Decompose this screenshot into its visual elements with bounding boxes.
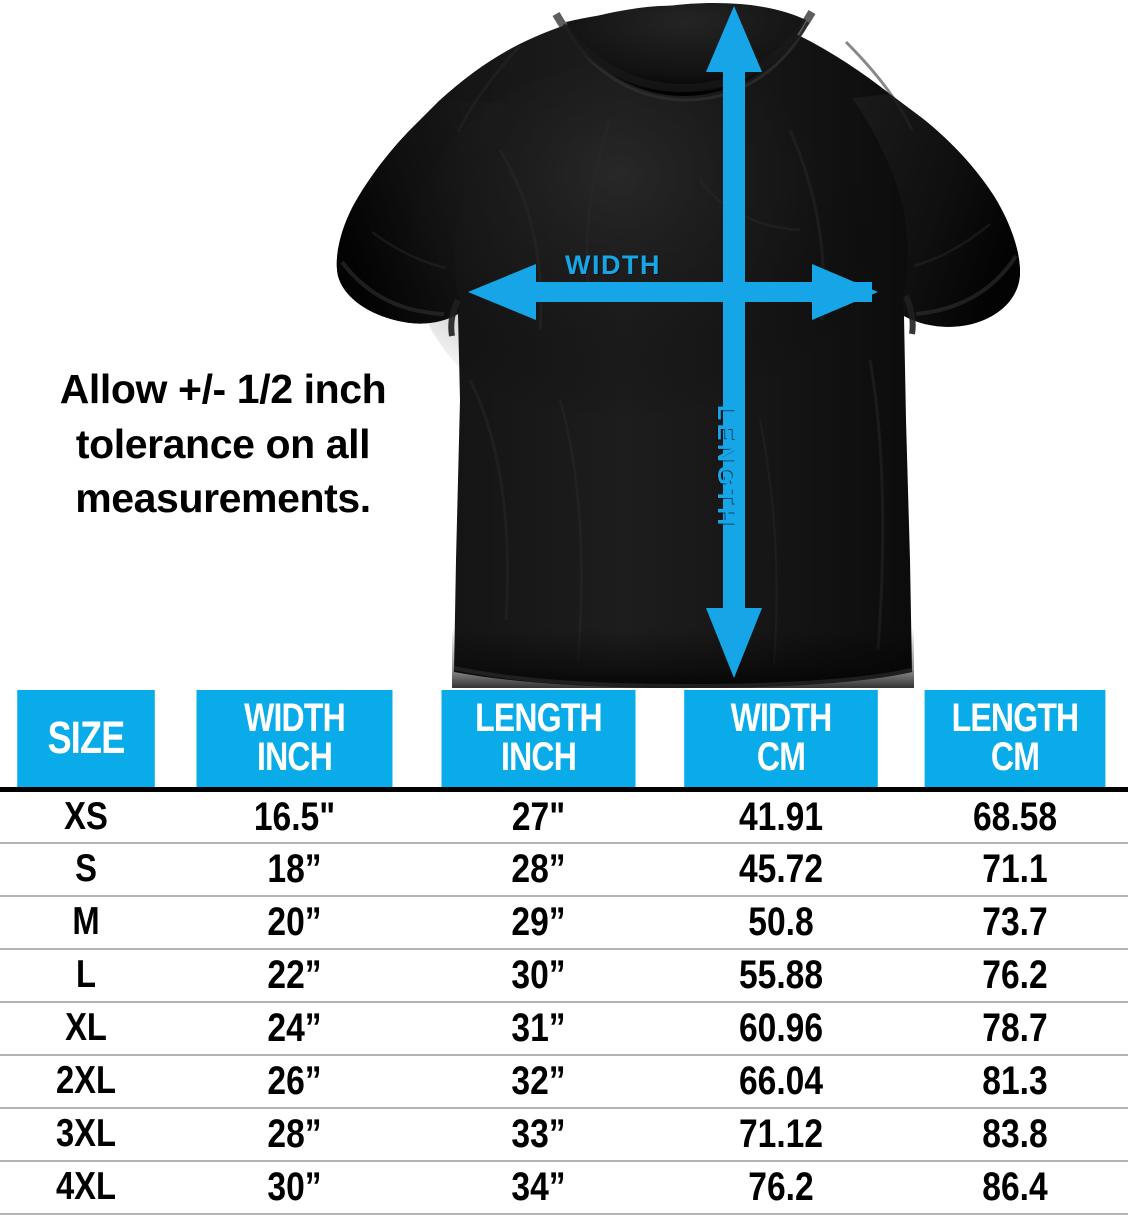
table-row: 4XL 30” 34” 76.2 86.4 [0,1160,1128,1215]
header-line: SIZE [47,712,126,764]
column-header-length-cm: LENGTH CM [924,690,1106,790]
header-line: CM [990,735,1040,780]
cell-size: S [13,842,159,897]
tshirt-silhouette [336,2,1021,689]
width-arrow [468,264,878,320]
header-row: SIZE WIDTH INCH LENGTH INCH WIDTH CM LEN… [0,690,1128,790]
cell-length-inch: 31” [436,1001,641,1056]
cell-size: XS [13,789,159,844]
cell-width-inch: 18” [191,842,398,897]
cell-width-inch: 16.5" [191,789,398,844]
width-measurement-label: WIDTH [565,250,661,280]
cell-width-inch: 24” [191,1001,398,1056]
table-row: XS 16.5" 27" 41.91 68.58 [0,789,1128,844]
cell-width-cm: 41.91 [679,789,883,844]
collar-inner [552,10,816,93]
cell-size: XL [13,1001,159,1056]
cell-width-inch: 30” [191,1160,398,1215]
left-armpit [448,298,461,337]
chest-highlight [410,60,870,440]
cell-length-cm: 73.7 [920,895,1110,950]
cell-length-inch: 27" [436,789,641,844]
tshirt-image [336,2,1021,689]
left-cuff [340,260,445,316]
header-line: CM [756,735,806,780]
cell-size: 4XL [13,1160,159,1215]
cell-length-cm: 78.7 [920,1001,1110,1056]
cell-size: L [13,948,159,1003]
hem-edge [453,666,913,689]
cell-width-cm: 76.2 [679,1160,883,1215]
cell-width-inch: 28” [191,1107,398,1162]
right-armpit [903,294,916,335]
header-line: WIDTH [244,696,346,740]
right-shoulder-seam [844,40,914,131]
column-header-length-inch: LENGTH INCH [441,690,636,790]
cell-length-cm: 83.8 [920,1107,1110,1162]
table-header: SIZE WIDTH INCH LENGTH INCH WIDTH CM LEN… [0,690,1128,790]
column-header-size: SIZE [17,690,155,790]
right-sleeve [852,94,1020,327]
table-row: L 22” 30” 55.88 76.2 [0,948,1128,1003]
cell-size: M [13,895,159,950]
cell-length-inch: 33” [436,1107,641,1162]
table-row: 2XL 26” 32” 66.04 81.3 [0,1054,1128,1109]
cell-size: 3XL [13,1107,159,1162]
cell-length-cm: 68.58 [920,789,1110,844]
cell-length-cm: 71.1 [920,842,1110,897]
cell-length-inch: 30” [436,948,641,1003]
right-cuff [915,254,1018,316]
cell-length-inch: 29” [436,895,641,950]
table-row: M 20” 29” 50.8 73.7 [0,895,1128,950]
measurement-arrows [468,6,878,678]
cell-length-inch: 34” [436,1160,641,1215]
collar-edge [562,21,810,102]
tolerance-note: Allow +/- 1/2 inch tolerance on all meas… [59,366,387,522]
header-line: INCH [256,735,333,780]
cell-width-cm: 71.12 [679,1107,883,1162]
cell-width-cm: 50.8 [679,895,883,950]
table-row: XL 24” 31” 60.96 78.7 [0,1001,1128,1056]
table-body: XS 16.5" 27" 41.91 68.58 S 18” 28” 45.72… [0,789,1128,1215]
garment-illustration: Allow +/- 1/2 inch tolerance on all meas… [59,2,1021,689]
length-arrow [706,6,762,678]
header-line: WIDTH [730,696,833,740]
header-line: LENGTH [951,696,1080,740]
cell-length-cm: 76.2 [920,948,1110,1003]
cell-width-inch: 22” [191,948,398,1003]
length-measurement-label: LENGTH [712,405,740,529]
size-chart-table: SIZE WIDTH INCH LENGTH INCH WIDTH CM LEN… [0,690,1128,1215]
cell-length-cm: 81.3 [920,1054,1110,1109]
header-line: LENGTH [475,696,603,740]
column-header-width-inch: WIDTH INCH [196,690,393,790]
table-row: S 18” 28” 45.72 71.1 [0,842,1128,897]
column-header-width-cm: WIDTH CM [684,690,878,790]
cell-width-cm: 60.96 [679,1001,883,1056]
cell-width-cm: 66.04 [679,1054,883,1109]
left-shoulder-seam [456,44,522,133]
table-row: 3XL 28” 33” 71.12 83.8 [0,1107,1128,1162]
cell-width-inch: 20” [191,895,398,950]
cell-length-cm: 86.4 [920,1160,1110,1215]
cell-size: 2XL [13,1054,159,1109]
header-line: INCH [500,735,577,780]
sizes-table: SIZE WIDTH INCH LENGTH INCH WIDTH CM LEN… [0,690,1128,1215]
cell-width-cm: 45.72 [679,842,883,897]
cell-width-cm: 55.88 [679,948,883,1003]
cell-length-inch: 28” [436,842,641,897]
cell-width-inch: 26” [191,1054,398,1109]
cell-length-inch: 32” [436,1054,641,1109]
